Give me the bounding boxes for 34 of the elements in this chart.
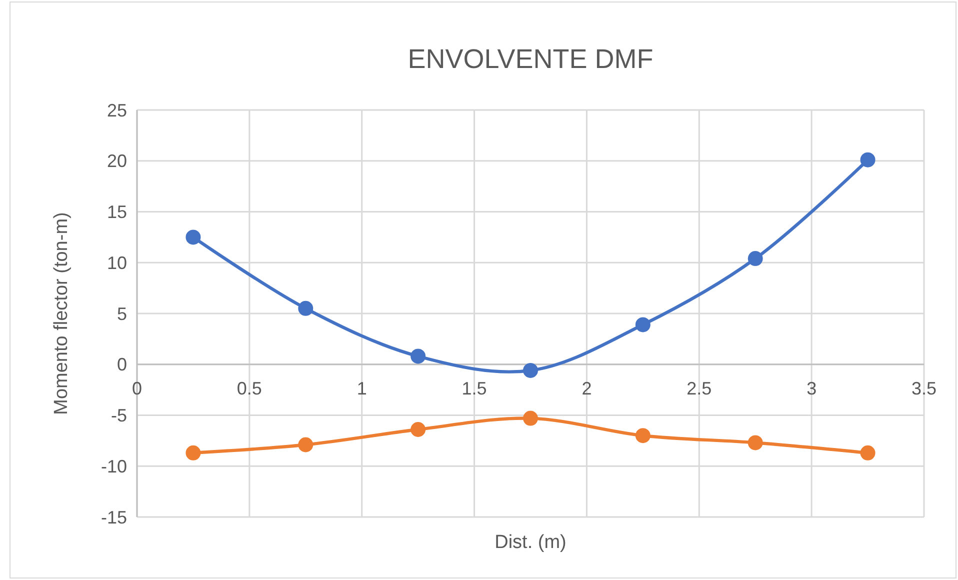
point	[298, 300, 314, 316]
point	[523, 362, 538, 378]
x-tick-label: 1	[356, 378, 367, 398]
point	[186, 230, 201, 245]
point	[186, 445, 201, 460]
x-tick-label: 3.5	[911, 378, 937, 398]
x-tick-label: 3	[806, 378, 817, 398]
point	[410, 348, 426, 364]
y-tick-label: 25	[106, 100, 127, 120]
y-tick-label: 0	[116, 354, 127, 375]
y-tick-label: 20	[106, 151, 127, 172]
x-tick-label: 0	[132, 378, 142, 398]
y-tick-label: 10	[106, 252, 127, 273]
point	[860, 445, 876, 460]
x-tick-label: 0.5	[236, 378, 262, 398]
x-axis-title: Dist. (m)	[494, 532, 566, 553]
point	[523, 410, 538, 426]
point	[748, 251, 763, 266]
x-tick-label: 2.5	[686, 378, 712, 398]
chart-title: ENVOLVENTE DMF	[408, 44, 654, 74]
x-tick-label: 1.5	[462, 378, 487, 398]
point	[298, 437, 314, 452]
x-tick-label: 2	[582, 378, 592, 398]
y-tick-label: -5	[110, 406, 127, 426]
point	[860, 152, 876, 168]
point	[635, 317, 650, 332]
point	[635, 428, 650, 444]
y-tick-label: 15	[106, 202, 127, 222]
y-tick-label: -10	[100, 456, 127, 476]
point	[410, 422, 426, 437]
y-tick-label: -15	[100, 507, 127, 528]
point	[748, 435, 763, 450]
y-tick-label: 5	[116, 304, 127, 324]
y-axis-title: Momento flector (ton-m)	[51, 212, 72, 415]
